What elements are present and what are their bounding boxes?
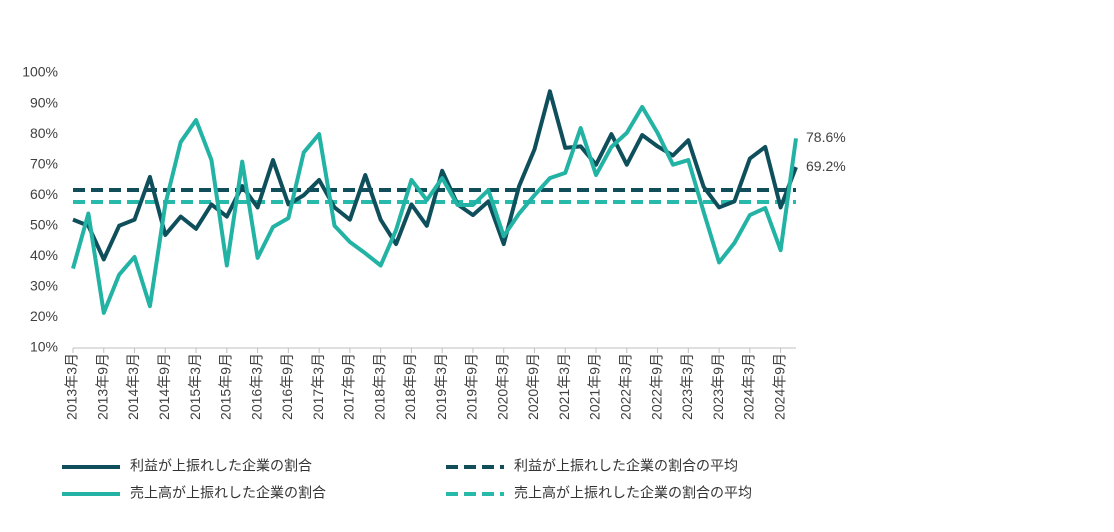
x-tick-label: 2014年3月 (125, 353, 141, 420)
x-tick-label: 2018年3月 (371, 353, 387, 420)
y-tick-label: 90% (30, 94, 58, 110)
series-line (72, 89, 798, 262)
y-tick-label: 20% (30, 308, 58, 324)
legend-label: 利益が上振れした企業の割合 (130, 458, 312, 474)
x-tick-label: 2023年9月 (710, 353, 726, 420)
legend-label: 利益が上振れした企業の割合の平均 (514, 458, 738, 474)
series-line (71, 104, 798, 315)
y-tick-label: 80% (30, 125, 58, 141)
x-tick-label: 2020年3月 (494, 353, 510, 420)
legend-label: 売上高が上振れした企業の割合 (130, 485, 326, 501)
x-tick-label: 2021年3月 (556, 353, 572, 420)
x-tick-label: 2021年9月 (587, 353, 603, 420)
x-tick-label: 2017年9月 (341, 353, 357, 420)
x-tick-label: 2016年9月 (279, 353, 295, 420)
end-label: 78.6% (806, 129, 846, 145)
x-tick-label: 2022年3月 (617, 353, 633, 420)
x-tick-label: 2013年9月 (94, 353, 110, 420)
y-tick-label: 60% (30, 186, 58, 202)
x-tick-label: 2013年3月 (64, 353, 80, 420)
x-tick-label: 2022年9月 (648, 353, 664, 420)
x-tick-label: 2016年3月 (248, 353, 264, 420)
x-tick-label: 2019年9月 (464, 353, 480, 420)
x-tick-label: 2024年9月 (771, 353, 787, 420)
end-label: 69.2% (806, 158, 846, 174)
y-tick-label: 70% (30, 155, 58, 171)
y-tick-label: 50% (30, 216, 58, 232)
x-tick-label: 2015年3月 (187, 353, 203, 420)
x-tick-label: 2024年3月 (741, 353, 757, 420)
y-tick-label: 30% (30, 278, 58, 294)
x-tick-label: 2020年9月 (525, 353, 541, 420)
x-tick-label: 2015年9月 (218, 353, 234, 420)
y-tick-label: 10% (30, 339, 58, 355)
legend-label: 売上高が上振れした企業の割合の平均 (514, 485, 752, 501)
x-tick-label: 2017年3月 (310, 353, 326, 420)
x-tick-label: 2019年3月 (433, 353, 449, 420)
y-tick-label: 100% (22, 64, 58, 80)
x-tick-label: 2023年3月 (679, 353, 695, 420)
x-tick-label: 2018年9月 (402, 353, 418, 420)
x-tick-label: 2014年9月 (156, 353, 172, 420)
y-tick-label: 40% (30, 247, 58, 263)
